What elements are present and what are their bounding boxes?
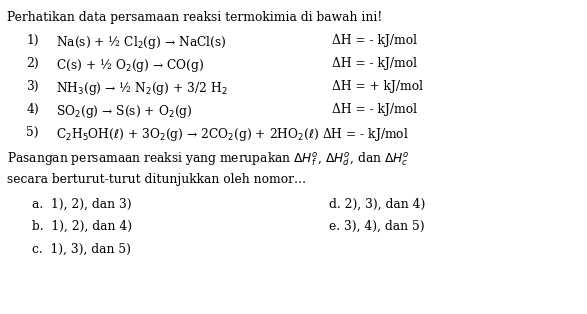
Text: Na(s) + ½ Cl$_2$(g) → NaCl(s): Na(s) + ½ Cl$_2$(g) → NaCl(s) — [56, 34, 227, 51]
Text: 4): 4) — [26, 103, 39, 116]
Text: SO$_2$(g) → S(s) + O$_2$(g): SO$_2$(g) → S(s) + O$_2$(g) — [56, 103, 193, 120]
Text: ΔH = + kJ/mol: ΔH = + kJ/mol — [332, 80, 423, 93]
Text: ΔH = - kJ/mol: ΔH = - kJ/mol — [332, 57, 417, 70]
Text: c.  1), 3), dan 5): c. 1), 3), dan 5) — [32, 243, 131, 256]
Text: a.  1), 2), dan 3): a. 1), 2), dan 3) — [32, 198, 132, 210]
Text: ΔH = - kJ/mol: ΔH = - kJ/mol — [332, 103, 417, 116]
Text: ΔH = - kJ/mol: ΔH = - kJ/mol — [332, 34, 417, 47]
Text: secara berturut-turut ditunjukkan oleh nomor…: secara berturut-turut ditunjukkan oleh n… — [7, 173, 306, 186]
Text: 5): 5) — [26, 126, 39, 138]
Text: C(s) + ½ O$_2$(g) → CO(g): C(s) + ½ O$_2$(g) → CO(g) — [56, 57, 204, 74]
Text: b.  1), 2), dan 4): b. 1), 2), dan 4) — [32, 220, 133, 233]
Text: 1): 1) — [26, 34, 39, 47]
Text: d. 2), 3), dan 4): d. 2), 3), dan 4) — [329, 198, 425, 210]
Text: e. 3), 4), dan 5): e. 3), 4), dan 5) — [329, 220, 424, 233]
Text: C$_2$H$_5$OH($\ell$) + 3O$_2$(g) → 2CO$_2$(g) + 2HO$_2$($\ell$) ΔH = - kJ/mol: C$_2$H$_5$OH($\ell$) + 3O$_2$(g) → 2CO$_… — [56, 126, 409, 143]
Text: NH$_3$(g) → ½ N$_2$(g) + 3/2 H$_2$: NH$_3$(g) → ½ N$_2$(g) + 3/2 H$_2$ — [56, 80, 227, 97]
Text: Perhatikan data persamaan reaksi termokimia di bawah ini!: Perhatikan data persamaan reaksi termoki… — [7, 11, 382, 24]
Text: Pasangan persamaan reaksi yang merupakan $\Delta H_f^o$, $\Delta H_d^o$, dan $\D: Pasangan persamaan reaksi yang merupakan… — [7, 150, 409, 168]
Text: 2): 2) — [26, 57, 39, 70]
Text: 3): 3) — [26, 80, 39, 93]
